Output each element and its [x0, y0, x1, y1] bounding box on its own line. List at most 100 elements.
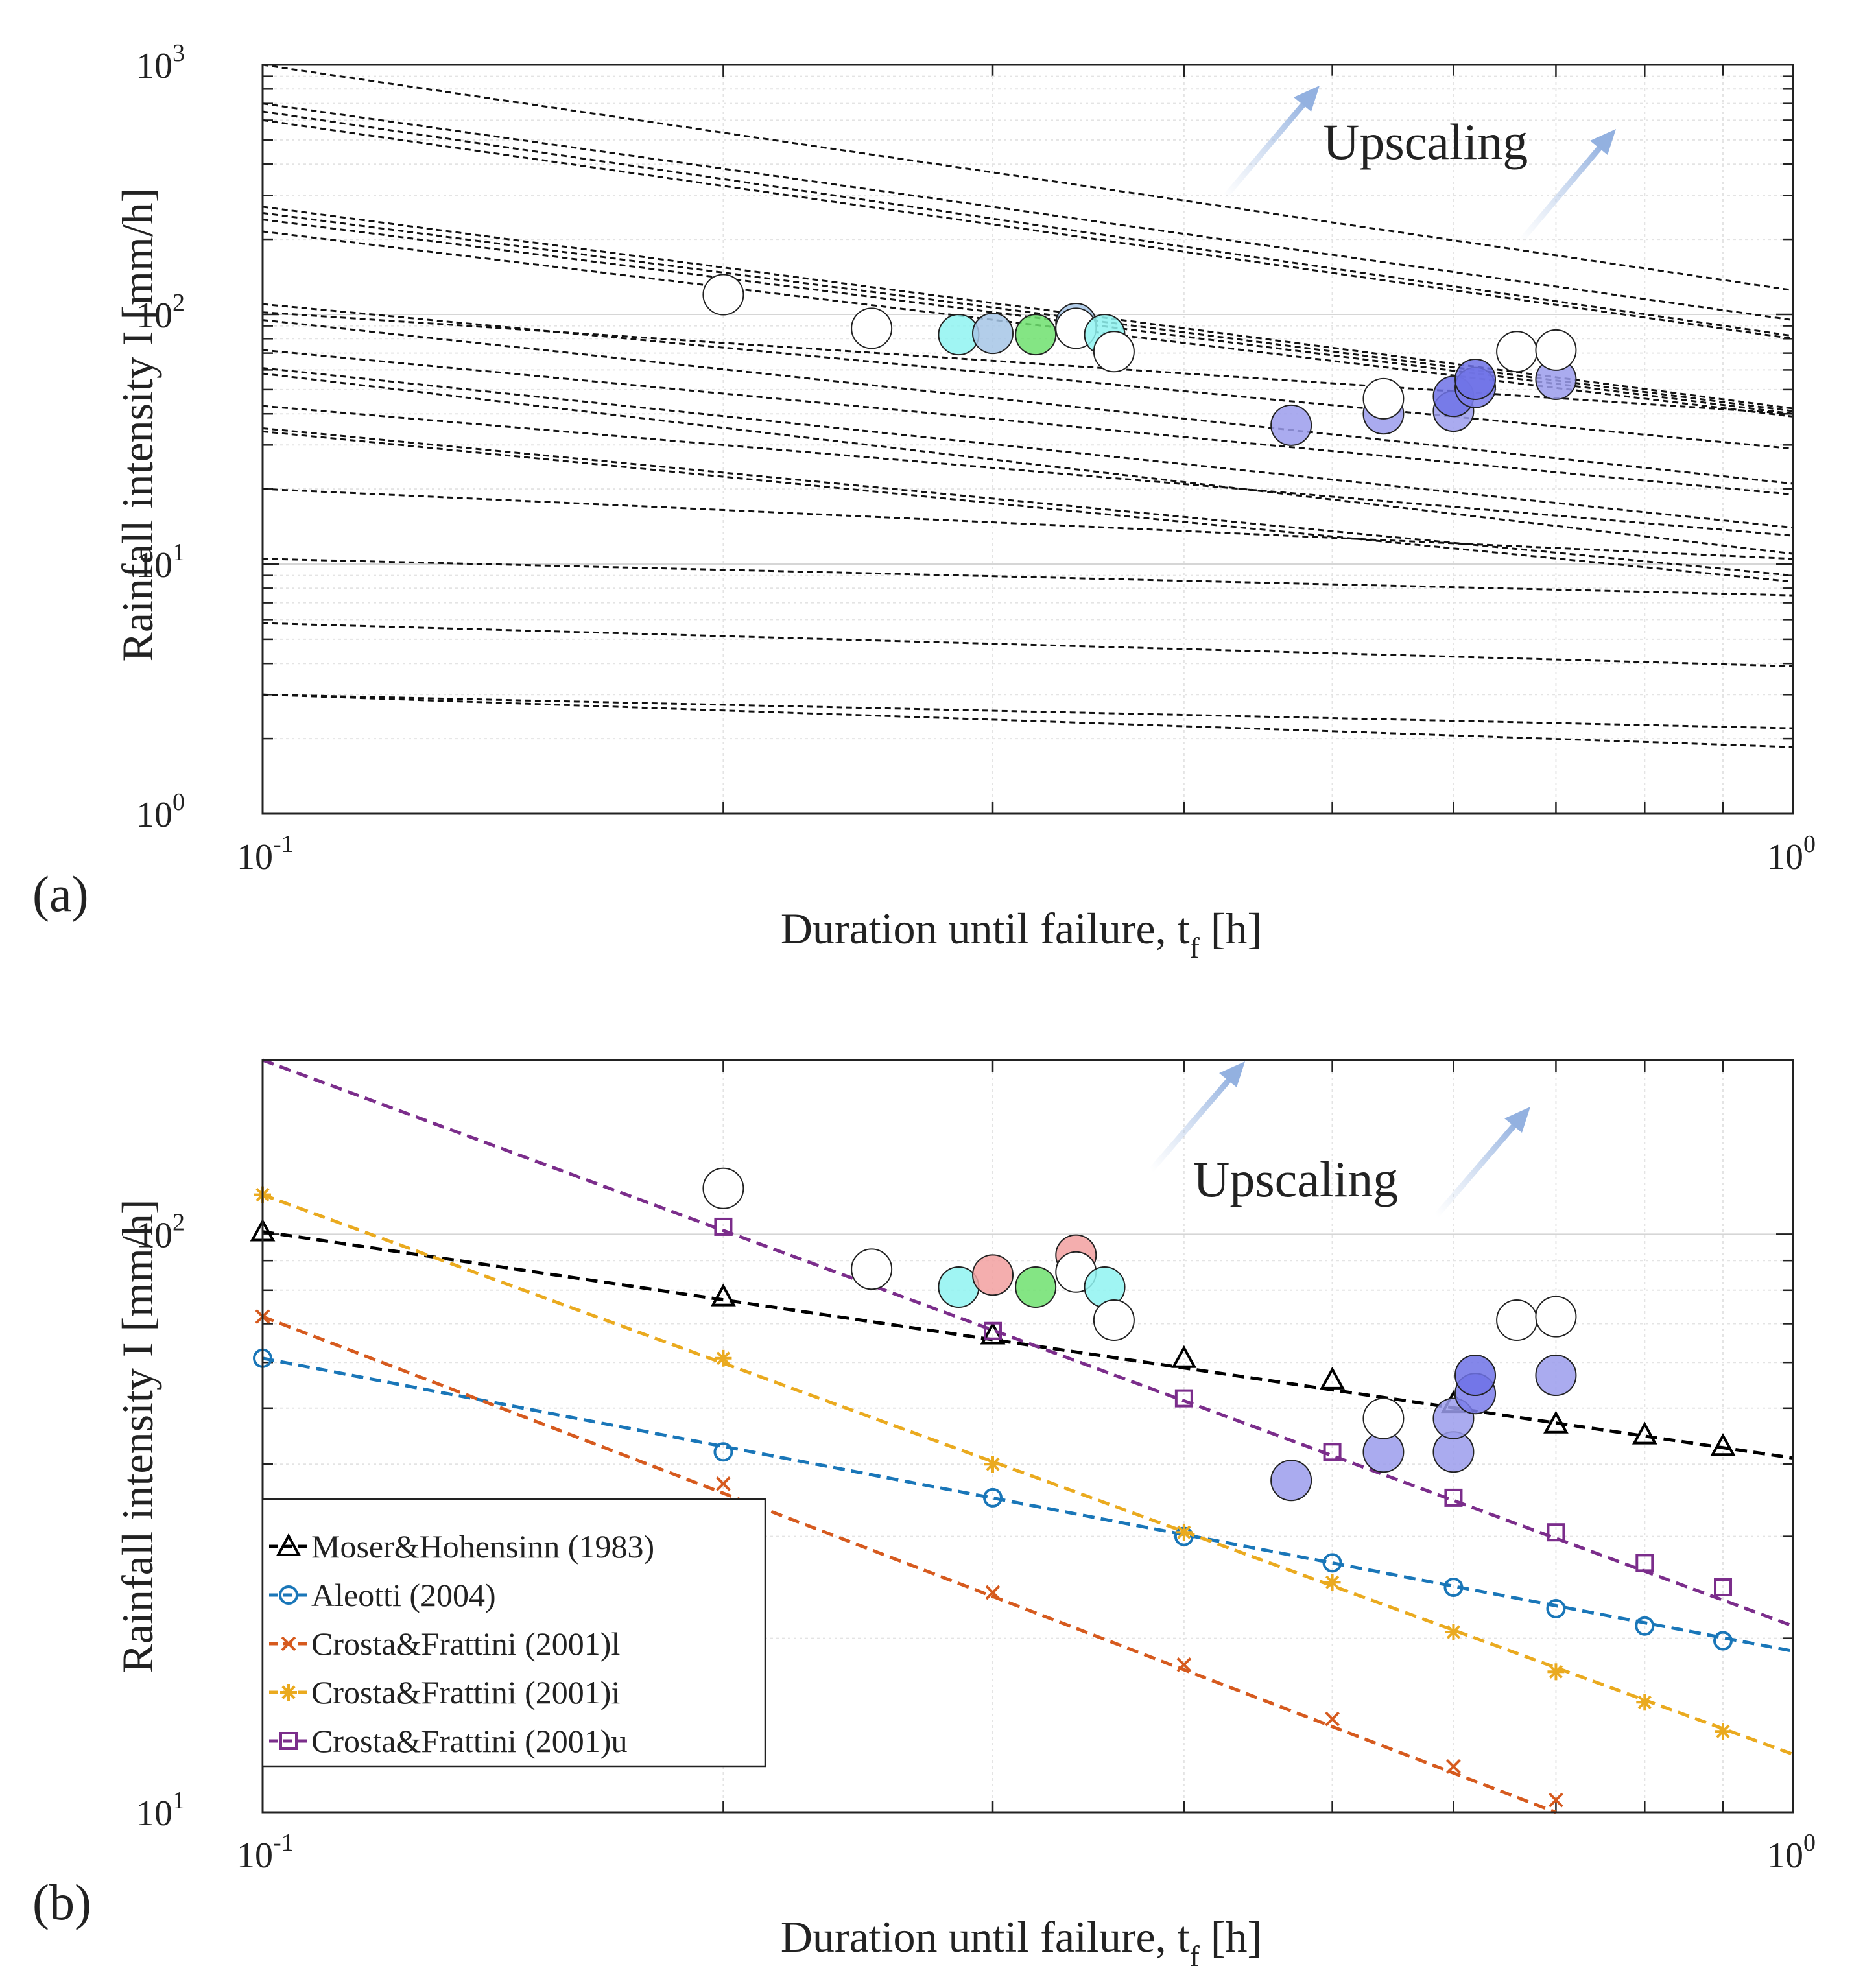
panel-a-xtick-label: 100 [1767, 831, 1816, 877]
panel-b-series-line-1 [262, 1356, 1794, 1653]
panel-b-data-point [1496, 1299, 1538, 1342]
legend-marker-4 [279, 1732, 298, 1750]
panel-b-upscaling-arrow-2-head [1504, 1107, 1530, 1133]
panel-b: 101 102 10-1 100 Upscaling (b) Rainfall int… [32, 1058, 1816, 1972]
panel-b-series-2-marker [1446, 1758, 1461, 1774]
panel-a: 100 101 102 103 10-1 100 Upscaling (a) Rainfa… [32, 40, 1816, 964]
panel-b-points [702, 1167, 1577, 1502]
panel-b-series-1-marker [1322, 1553, 1342, 1573]
panel-a-ytick-label: 100 [136, 788, 185, 835]
panel-b-data-point [1093, 1299, 1135, 1342]
panel-b-axes-box [261, 1059, 1794, 1814]
panel-a-data-point [851, 307, 893, 349]
panel-b-x-axis-label: Duration until failure, tf [h] [781, 1912, 1262, 1972]
panel-a-data-point [702, 274, 744, 316]
panel-a-threshold-line [262, 622, 1794, 667]
panel-a-threshold-line [262, 119, 1794, 340]
panel-b-upscaling-arrow-2 [1434, 1120, 1520, 1218]
panel-b-series-0-marker [1632, 1421, 1657, 1445]
panel-a-threshold-line [262, 319, 1794, 485]
panel-b-tick-labels: 101 102 10-1 100 [136, 1209, 1816, 1876]
panel-b-annotation: Upscaling [1193, 1151, 1398, 1207]
panel-b-data-point [1362, 1397, 1405, 1439]
panel-b-data-point [851, 1248, 893, 1290]
panel-b-series-0-marker [1171, 1345, 1197, 1368]
panel-a-data-point [1496, 331, 1538, 373]
panel-a-threshold-line [262, 349, 1794, 496]
panel-b-series-4-marker [1635, 1554, 1654, 1572]
panel-b-series-1-marker [713, 1442, 733, 1462]
panel-a-data-point [1454, 358, 1497, 400]
panel-a-y-axis-label: Rainfall intensity I [mm/h] [113, 188, 162, 662]
panel-b-series-2-marker [1325, 1711, 1340, 1727]
panel-b-series-1-marker [983, 1487, 1003, 1508]
panel-a-axes-box [261, 64, 1794, 815]
panel-b-legend-box [261, 1498, 766, 1768]
panel-a-points [702, 274, 1577, 446]
panel-b-ytick-label: 102 [136, 1209, 185, 1255]
legend-label-4: Crosta&Frattini (2001)u [311, 1723, 627, 1759]
panel-b-series-4-marker [1444, 1488, 1463, 1507]
panel-b-series-2-marker [985, 1585, 1001, 1600]
panel-a-data-point [1535, 329, 1577, 371]
panel-a-data-point [1015, 314, 1057, 356]
panel-b-series-2-marker [1176, 1657, 1192, 1672]
panel-a-threshold-line [262, 558, 1794, 597]
panel-a-threshold-line [262, 102, 1794, 322]
panel-b-series-3-marker [715, 1349, 732, 1367]
panel-a-threshold-line [262, 110, 1794, 337]
panel-b-data-point [1015, 1266, 1057, 1308]
panel-a-threshold-line [262, 693, 1794, 748]
panel-a-upscaling-arrow-1-head [1294, 86, 1320, 112]
panel-b-series-4-marker [714, 1217, 733, 1236]
panel-b-xtick-label: 10-1 [237, 1829, 294, 1876]
panel-b-data-point [702, 1167, 744, 1209]
panel-b-data-point [1535, 1355, 1577, 1397]
legend-marker-1 [279, 1585, 298, 1605]
panel-b-label: (b) [32, 1874, 91, 1930]
panel-b-upscaling-arrow-1-head [1219, 1061, 1245, 1087]
legend-marker-0 [276, 1533, 302, 1556]
panel-a-ytick-label: 102 [136, 289, 185, 336]
panel-b-series-4-marker [1714, 1578, 1733, 1597]
panel-b-series-3-marker [1445, 1624, 1462, 1641]
panel-b-series-2-marker [1549, 1792, 1563, 1808]
legend-label-3: Crosta&Frattini (2001)i [311, 1674, 620, 1710]
panel-a-threshold-line [262, 488, 1794, 560]
panel-b-series-4-marker [1547, 1523, 1565, 1542]
panel-b-series-4-marker [984, 1321, 1003, 1340]
panel-b-series-1-marker [1713, 1631, 1733, 1651]
panel-a-data-point [1270, 404, 1312, 446]
panel-b-series-0-marker [711, 1283, 736, 1307]
panel-b-series-3-marker [984, 1456, 1002, 1473]
panel-b-series-4-marker [1174, 1389, 1193, 1408]
panel-a-threshold-line [262, 405, 1794, 537]
panel-b-legend: Moser&Hohensinn (1983) Aleotti (2004) Cros… [261, 1498, 766, 1768]
panel-a-x-axis-label: Duration until failure, tf [h] [781, 904, 1262, 964]
panel-b-series [250, 1058, 1794, 1814]
panel-b-series-line-0 [262, 1230, 1794, 1460]
panel-a-threshold-line [262, 311, 1794, 415]
panel-b-series-3-marker [1324, 1574, 1341, 1591]
panel-b-series-3-marker [1547, 1663, 1565, 1681]
panel-a-xtick-label: 10-1 [237, 831, 294, 877]
panel-a-upscaling-arrow-1 [1222, 99, 1309, 200]
panel-b-upscaling-arrow-1 [1148, 1074, 1235, 1172]
panel-a-threshold-line [262, 693, 1794, 729]
panel-b-series-1-marker [1443, 1578, 1464, 1598]
panel-b-series-3-marker [1636, 1694, 1654, 1711]
panel-b-ytick-label: 101 [136, 1787, 185, 1834]
panel-b-series-1-marker [1546, 1598, 1566, 1618]
panel-a-data-point [1093, 331, 1135, 373]
panel-a-threshold-line [262, 372, 1794, 555]
panel-a-upscaling-arrow-2-head [1590, 129, 1616, 155]
panel-a-threshold-line [262, 303, 1794, 450]
panel-a-label: (a) [32, 866, 89, 922]
panel-b-series-4-marker [1323, 1443, 1342, 1461]
panel-b-series-0-marker [1710, 1433, 1736, 1456]
legend-label-2: Crosta&Frattini (2001)l [311, 1626, 620, 1662]
panel-a-upscaling-arrow-2 [1518, 142, 1606, 243]
legend-marker-3 [280, 1684, 297, 1701]
legend-label-1: Aleotti (2004) [311, 1577, 496, 1613]
